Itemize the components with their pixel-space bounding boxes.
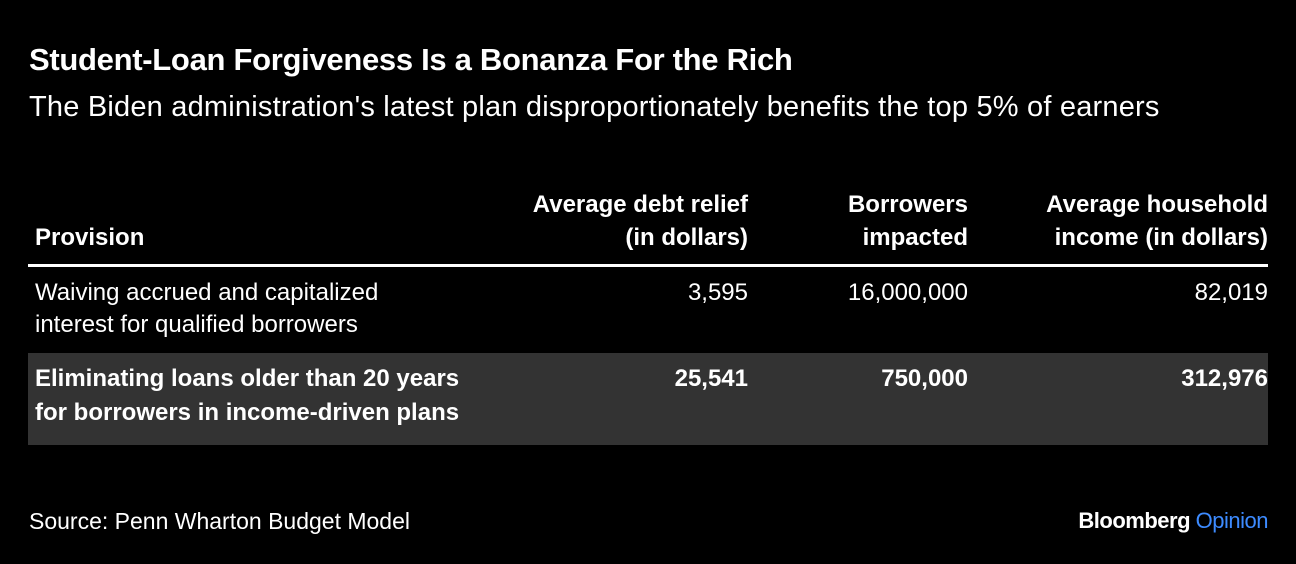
source: Source: Penn Wharton Budget Model: [29, 508, 411, 534]
cell: 3,595: [687, 279, 748, 306]
cell: Eliminating loans older than 20 years fo…: [35, 365, 460, 426]
cell: 750,000: [881, 365, 968, 392]
brand-section: Opinion: [1195, 508, 1269, 533]
cell: 16,000,000: [847, 279, 968, 306]
title: Student-Loan Forgiveness Is a Bonanza Fo…: [29, 42, 793, 77]
cell: 82,019: [1194, 279, 1268, 306]
column-header-cell: Average debt relief (in dollars): [480, 188, 748, 267]
brand-name: Bloomberg: [1078, 508, 1191, 533]
data-table: Provision Average debt relief (in dollar…: [28, 188, 1268, 445]
cell: 25,541: [674, 365, 748, 392]
table-row: Eliminating loans older than 20 years fo…: [28, 353, 1268, 445]
column-header: Average household income (in dollars): [1046, 191, 1268, 251]
cell: Waiving accrued and capitalized interest…: [35, 279, 379, 338]
column-header: Average debt relief (in dollars): [532, 191, 748, 251]
subtitle: The Biden administration's latest plan d…: [29, 91, 1160, 123]
column-header: Provision: [28, 188, 480, 267]
cell: 312,976: [1181, 365, 1268, 392]
column-header: Borrowers impacted: [847, 191, 968, 251]
brand: Bloomberg Opinion: [1078, 508, 1268, 534]
column-header-cell: Average household income (in dollars): [968, 188, 1268, 267]
table-row: Waiving accrued and capitalized interest…: [28, 266, 1268, 354]
column-header-cell: Borrowers impacted: [748, 188, 968, 267]
header-row: Provision Average debt relief (in dollar…: [28, 188, 1268, 267]
